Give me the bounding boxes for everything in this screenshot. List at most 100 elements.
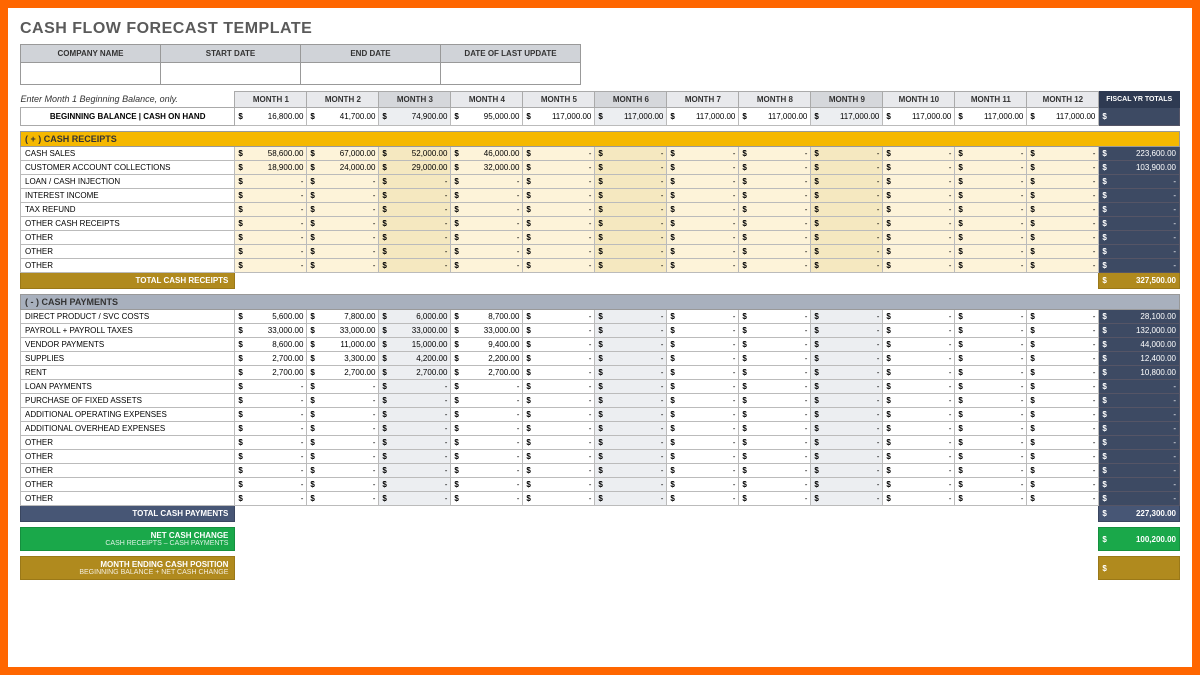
data-cell[interactable]: $- (235, 492, 307, 506)
data-cell[interactable]: $- (883, 492, 955, 506)
data-cell[interactable]: $- (595, 436, 667, 450)
data-cell[interactable]: $117,000.00 (739, 108, 811, 126)
data-cell[interactable]: $- (307, 408, 379, 422)
data-cell[interactable]: $- (883, 478, 955, 492)
data-cell[interactable]: $- (523, 408, 595, 422)
data-cell[interactable]: $- (955, 422, 1027, 436)
data-cell[interactable]: $- (955, 147, 1027, 161)
data-cell[interactable]: $32,000.00 (451, 161, 523, 175)
data-cell[interactable]: $- (667, 422, 739, 436)
data-cell[interactable]: $117,000.00 (523, 108, 595, 126)
data-cell[interactable]: $- (235, 189, 307, 203)
data-cell[interactable]: $- (379, 422, 451, 436)
data-cell[interactable]: $67,000.00 (307, 147, 379, 161)
data-cell[interactable]: $- (667, 380, 739, 394)
data-cell[interactable]: $- (235, 175, 307, 189)
data-cell[interactable]: $- (523, 422, 595, 436)
data-cell[interactable]: $- (379, 408, 451, 422)
data-cell[interactable]: $- (739, 245, 811, 259)
data-cell[interactable]: $- (667, 338, 739, 352)
data-cell[interactable]: $- (523, 450, 595, 464)
data-cell[interactable]: $- (523, 245, 595, 259)
data-cell[interactable]: $- (451, 259, 523, 273)
data-cell[interactable]: $18,900.00 (235, 161, 307, 175)
data-cell[interactable]: $- (739, 189, 811, 203)
data-cell[interactable]: $117,000.00 (595, 108, 667, 126)
data-cell[interactable]: $- (523, 352, 595, 366)
data-cell[interactable]: $- (1027, 147, 1099, 161)
data-cell[interactable]: $74,900.00 (379, 108, 451, 126)
data-cell[interactable]: $- (451, 436, 523, 450)
data-cell[interactable]: $- (379, 380, 451, 394)
data-cell[interactable]: $12,400.00 (1099, 352, 1180, 366)
data-cell[interactable]: $- (595, 450, 667, 464)
data-cell[interactable]: $- (595, 161, 667, 175)
data-cell[interactable]: $- (1099, 175, 1180, 189)
data-cell[interactable]: $- (811, 189, 883, 203)
data-cell[interactable]: $- (595, 259, 667, 273)
data-cell[interactable]: $- (379, 175, 451, 189)
data-cell[interactable]: $- (667, 366, 739, 380)
data-cell[interactable]: $- (955, 492, 1027, 506)
data-cell[interactable]: $- (307, 217, 379, 231)
data-cell[interactable]: $- (739, 161, 811, 175)
data-cell[interactable]: $- (1099, 450, 1180, 464)
data-cell[interactable]: $- (739, 450, 811, 464)
data-cell[interactable]: $- (1099, 189, 1180, 203)
data-cell[interactable]: $- (739, 147, 811, 161)
data-cell[interactable]: $9,400.00 (451, 338, 523, 352)
data-cell[interactable]: $- (523, 231, 595, 245)
data-cell[interactable]: $- (883, 380, 955, 394)
data-cell[interactable]: $- (1027, 464, 1099, 478)
data-cell[interactable]: $- (307, 450, 379, 464)
data-cell[interactable]: $- (307, 259, 379, 273)
data-cell[interactable]: $- (1027, 338, 1099, 352)
data-cell[interactable]: $- (667, 189, 739, 203)
data-cell[interactable]: $- (955, 259, 1027, 273)
data-cell[interactable]: $- (955, 478, 1027, 492)
data-cell[interactable]: $- (739, 436, 811, 450)
data-cell[interactable]: $- (595, 245, 667, 259)
data-cell[interactable]: $- (667, 450, 739, 464)
data-cell[interactable]: $- (235, 203, 307, 217)
data-cell[interactable]: $- (523, 161, 595, 175)
data-cell[interactable]: $117,000.00 (667, 108, 739, 126)
data-cell[interactable]: $- (1099, 380, 1180, 394)
data-cell[interactable]: $- (523, 436, 595, 450)
data-cell[interactable]: $- (307, 245, 379, 259)
data-cell[interactable]: $- (883, 217, 955, 231)
data-cell[interactable]: $117,000.00 (1027, 108, 1099, 126)
data-cell[interactable]: $- (1027, 217, 1099, 231)
data-cell[interactable]: $- (883, 394, 955, 408)
data-cell[interactable]: $33,000.00 (379, 324, 451, 338)
data-cell[interactable]: $- (451, 189, 523, 203)
data-cell[interactable]: $- (1027, 161, 1099, 175)
data-cell[interactable]: $2,200.00 (451, 352, 523, 366)
data-cell[interactable]: $- (883, 310, 955, 324)
data-cell[interactable]: $3,300.00 (307, 352, 379, 366)
data-cell[interactable]: $- (595, 324, 667, 338)
data-cell[interactable]: $- (523, 324, 595, 338)
data-cell[interactable]: $- (955, 436, 1027, 450)
data-cell[interactable]: $- (811, 492, 883, 506)
data-cell[interactable]: $- (667, 478, 739, 492)
data-cell[interactable]: $- (523, 203, 595, 217)
data-cell[interactable]: $- (451, 203, 523, 217)
data-cell[interactable]: $95,000.00 (451, 108, 523, 126)
data-cell[interactable]: $- (235, 422, 307, 436)
data-cell[interactable]: $- (811, 324, 883, 338)
data-cell[interactable]: $- (379, 259, 451, 273)
data-cell[interactable]: $- (883, 450, 955, 464)
data-cell[interactable]: $- (811, 352, 883, 366)
data-cell[interactable]: $- (667, 161, 739, 175)
data-cell[interactable]: $- (883, 422, 955, 436)
data-cell[interactable]: $- (595, 189, 667, 203)
data-cell[interactable]: $2,700.00 (307, 366, 379, 380)
data-cell[interactable]: $- (235, 450, 307, 464)
data-cell[interactable]: $- (811, 203, 883, 217)
data-cell[interactable]: $- (1027, 231, 1099, 245)
data-cell[interactable]: $- (739, 464, 811, 478)
data-cell[interactable]: $- (955, 408, 1027, 422)
data-cell[interactable]: $- (523, 217, 595, 231)
data-cell[interactable]: $- (523, 338, 595, 352)
